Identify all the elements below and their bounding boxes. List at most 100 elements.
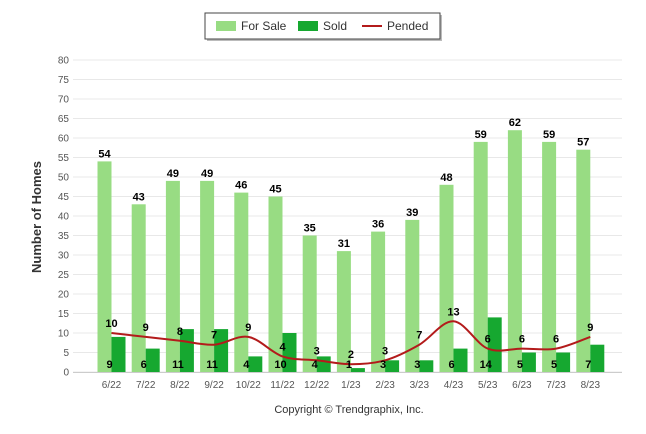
- data-label-for-sale: 46: [235, 180, 247, 192]
- data-label-sold: 3: [380, 359, 386, 371]
- data-label-pended: 8: [177, 326, 183, 338]
- legend: For Sale Sold Pended: [204, 12, 442, 41]
- bar-for-sale: [336, 251, 351, 372]
- bar-sold: [350, 368, 365, 372]
- x-tick-label: 10/22: [236, 380, 261, 391]
- x-tick-label: 8/23: [581, 380, 601, 391]
- legend-swatch-sold: [298, 21, 318, 31]
- data-label-sold: 5: [551, 359, 557, 371]
- data-label-sold: 14: [480, 359, 493, 371]
- y-tick-label: 50: [58, 173, 70, 184]
- bar-for-sale: [165, 180, 180, 372]
- line-layer: [111, 320, 591, 366]
- bar-sold: [419, 360, 434, 372]
- data-label-pended: 10: [105, 318, 117, 330]
- bar-for-sale: [200, 180, 215, 372]
- legend-swatch-for-sale: [216, 21, 236, 31]
- y-tick-label: 55: [58, 153, 70, 164]
- data-label-for-sale: 35: [304, 223, 316, 235]
- data-label-sold: 6: [448, 359, 454, 371]
- x-tick-label: 11/22: [270, 380, 295, 391]
- bar-for-sale: [234, 192, 249, 372]
- y-tick-label: 75: [58, 75, 70, 86]
- bar-for-sale: [371, 231, 386, 372]
- data-label-for-sale: 31: [338, 238, 350, 250]
- data-label-for-sale: 48: [440, 172, 452, 184]
- y-tick-label: 25: [58, 270, 70, 281]
- data-label-sold: 4: [312, 359, 319, 371]
- y-axis-label: Number of Homes: [29, 161, 44, 273]
- y-tick-label: 5: [63, 348, 69, 359]
- y-tick-label: 35: [58, 231, 70, 242]
- data-label-for-sale: 43: [133, 191, 145, 203]
- data-label-pended: 4: [279, 341, 286, 353]
- data-label-for-sale: 39: [406, 207, 418, 219]
- bar-for-sale: [576, 149, 591, 372]
- bar-sold: [453, 348, 468, 372]
- bar-for-sale: [507, 130, 522, 372]
- data-label-sold: 10: [274, 359, 286, 371]
- bars-layer: [97, 130, 605, 372]
- data-label-for-sale: 45: [269, 184, 281, 196]
- bar-for-sale: [131, 204, 146, 372]
- y-tick-label: 20: [58, 290, 70, 301]
- bar-sold: [214, 329, 229, 372]
- legend-label-for-sale: For Sale: [241, 19, 287, 33]
- data-label-for-sale: 49: [167, 168, 179, 180]
- data-label-sold: 3: [414, 359, 420, 371]
- bar-sold: [282, 333, 297, 372]
- data-label-pended: 7: [211, 330, 217, 342]
- data-label-for-sale: 59: [475, 129, 487, 141]
- data-label-pended: 6: [485, 334, 491, 346]
- data-label-sold: 9: [106, 359, 112, 371]
- copyright-text: Copyright © Trendgraphix, Inc.: [274, 404, 423, 416]
- bar-sold: [316, 356, 331, 372]
- data-label-pended: 13: [447, 306, 459, 318]
- y-tick-label: 30: [58, 251, 70, 262]
- data-label-sold: 4: [243, 359, 250, 371]
- data-label-for-sale: 54: [98, 148, 111, 160]
- bar-sold: [248, 356, 263, 372]
- bar-sold: [521, 352, 536, 372]
- data-label-pended: 3: [314, 345, 320, 357]
- legend-label-pended: Pended: [387, 19, 428, 33]
- y-tick-label: 0: [63, 368, 69, 379]
- x-tick-label: 6/22: [102, 380, 122, 391]
- y-tick-label: 15: [58, 309, 70, 320]
- bar-for-sale: [542, 141, 557, 372]
- bar-for-sale: [302, 235, 317, 372]
- bar-for-sale: [439, 184, 454, 372]
- x-tick-label: 7/23: [546, 380, 566, 391]
- x-tick-label: 2/23: [375, 380, 395, 391]
- data-label-pended: 9: [143, 322, 149, 334]
- bar-for-sale: [268, 196, 283, 372]
- data-label-for-sale: 49: [201, 168, 213, 180]
- y-tick-label: 45: [58, 192, 70, 203]
- x-tick-label: 7/22: [136, 380, 156, 391]
- legend-box: [204, 12, 441, 40]
- bar-sold: [111, 336, 126, 372]
- bar-for-sale: [473, 141, 488, 372]
- data-label-pended: 3: [382, 345, 388, 357]
- data-label-pended: 9: [245, 322, 251, 334]
- bar-for-sale: [405, 219, 420, 372]
- data-label-for-sale: 57: [577, 137, 589, 149]
- bar-sold: [179, 329, 194, 372]
- x-tick-label: 9/22: [204, 380, 224, 391]
- y-tick-label: 65: [58, 114, 70, 125]
- x-tick-label: 1/23: [341, 380, 361, 391]
- data-label-for-sale: 59: [543, 129, 555, 141]
- bar-sold: [487, 317, 502, 372]
- data-label-pended: 2: [348, 349, 354, 361]
- bar-sold: [145, 348, 160, 372]
- data-label-pended: 6: [519, 334, 525, 346]
- bar-sold: [556, 352, 571, 372]
- y-tick-label: 40: [58, 212, 70, 223]
- bar-sold: [590, 344, 605, 372]
- y-tick-label: 60: [58, 134, 70, 145]
- data-label-sold: 7: [585, 359, 591, 371]
- data-label-sold: 5: [517, 359, 523, 371]
- bar-sold: [385, 360, 400, 372]
